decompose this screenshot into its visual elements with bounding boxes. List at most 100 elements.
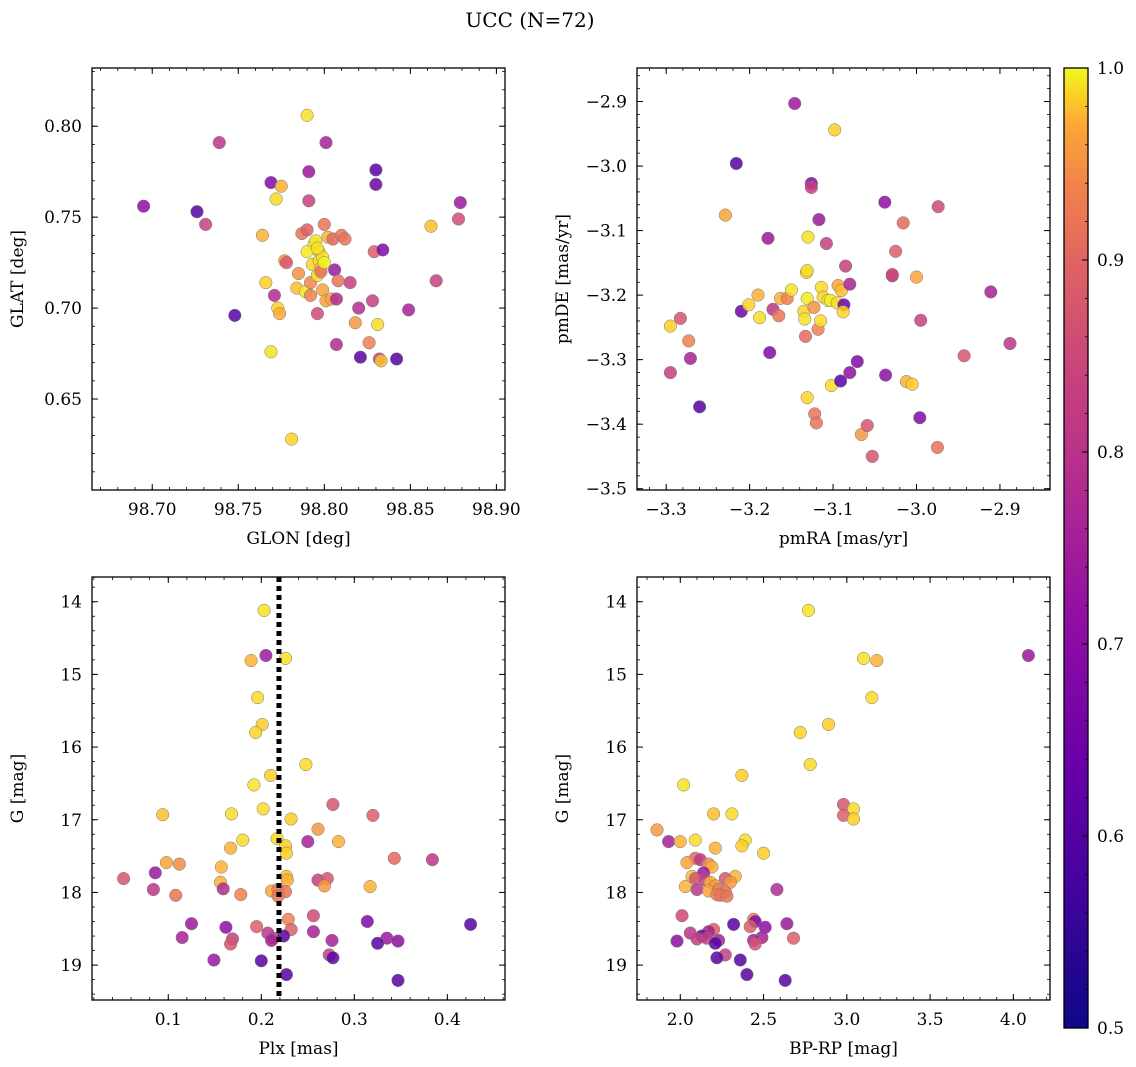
scatter-point: [259, 276, 273, 290]
y-tick-label: 14: [605, 593, 627, 613]
scatter-point: [199, 217, 213, 231]
scatter-point: [834, 374, 848, 388]
scatter-point: [798, 329, 813, 343]
scatter-point: [839, 259, 853, 273]
scatter-point: [338, 232, 352, 246]
y-tick-label: 17: [60, 811, 82, 831]
scatter-point: [184, 917, 199, 931]
scatter-point: [300, 223, 314, 237]
y-tick-label: 15: [60, 665, 82, 685]
scatter-point: [429, 274, 443, 288]
scatter-point: [390, 352, 404, 366]
scatter-point: [865, 691, 879, 705]
scatter-point: [236, 833, 250, 847]
scatter-point: [301, 835, 315, 849]
scatter-point: [259, 648, 273, 663]
scatter-point: [683, 351, 697, 365]
scatter-point: [257, 603, 271, 617]
scatter-point: [224, 807, 239, 821]
scatter-point: [274, 179, 288, 193]
scatter-point: [317, 879, 332, 893]
scatter-point: [761, 231, 775, 245]
figure-title: UCC (N=72): [465, 8, 594, 32]
scatter-point: [909, 270, 924, 284]
scatter-point: [284, 812, 298, 826]
y-tick-label: −3.1: [586, 222, 627, 242]
scatter-point: [673, 835, 687, 849]
scatter-point: [365, 294, 380, 308]
scatter-point: [360, 914, 374, 929]
scatter-point: [212, 136, 226, 150]
scatter-point: [306, 909, 320, 923]
y-tick-label: −3.0: [586, 157, 627, 177]
x-tick-label: 98.70: [128, 500, 177, 520]
y-tick-label: 0.80: [44, 117, 82, 137]
scatter-point: [402, 303, 416, 317]
y-tick-label: −3.3: [586, 351, 627, 371]
scatter-point: [310, 241, 324, 255]
scatter-point: [310, 307, 324, 321]
scatter-point: [803, 757, 817, 772]
x-tick-label: 0.4: [434, 1010, 461, 1030]
scatter-point: [424, 219, 438, 233]
scatter-point: [369, 177, 383, 191]
scatter-point: [172, 857, 186, 871]
scatter-point: [269, 192, 283, 206]
axes-frame: [91, 67, 506, 491]
scatter-point: [302, 165, 316, 179]
scatter-point: [812, 213, 826, 227]
scatter-point: [804, 180, 818, 194]
scatter-point: [451, 212, 466, 226]
scatter-point: [376, 243, 390, 257]
scatter-point: [291, 266, 306, 281]
scatter-point: [814, 314, 828, 328]
scatter-point: [984, 285, 998, 299]
scatter-point: [1003, 336, 1017, 351]
scatter-point: [306, 925, 320, 939]
scatter-point: [326, 951, 340, 965]
scatter-point: [190, 205, 204, 219]
scatter-point: [453, 196, 467, 210]
scatter-point: [302, 194, 316, 208]
scatter-point: [273, 307, 287, 321]
scatter-point: [329, 337, 343, 352]
scatter-point: [735, 768, 749, 782]
scatter-point: [690, 882, 704, 897]
scatter-point: [371, 936, 385, 950]
scatter-point: [285, 432, 299, 446]
pm-panel: −3.3 −3.2 −3.1 −3.0 −2.9 −3.5 −3.4 −3.3 −3.2 −3.1…: [553, 67, 1051, 549]
y-tick-label: 17: [605, 811, 627, 831]
scatter-point: [819, 236, 833, 251]
y-tick-label: 19: [605, 956, 627, 976]
scatter-point: [1021, 648, 1035, 663]
x-tick-label: 3.0: [833, 1010, 860, 1030]
y-axis-label: G [mag]: [8, 754, 28, 823]
scatter-point: [255, 228, 269, 242]
scatter-point: [464, 917, 478, 931]
scatter-point: [325, 933, 339, 947]
scatter-point: [913, 411, 927, 425]
scatter-point: [317, 217, 331, 231]
scatter-point: [753, 311, 767, 325]
y-tick-label: 18: [60, 883, 82, 903]
scatter-point: [352, 301, 366, 315]
scatter-point: [329, 292, 343, 306]
axes-frame: [636, 67, 1051, 491]
y-tick-label: −3.5: [586, 480, 627, 500]
scatter-point: [300, 108, 314, 122]
scatter-point: [843, 277, 857, 291]
x-tick-label: −2.9: [979, 500, 1020, 520]
scatter-point: [362, 336, 376, 350]
scatter-point: [878, 195, 892, 209]
y-tick-label: 19: [60, 956, 82, 976]
scatter-point: [742, 298, 756, 312]
scatter-point: [846, 812, 861, 826]
scatter-point: [957, 349, 971, 363]
scatter-point: [836, 305, 850, 319]
scatter-point: [371, 317, 385, 332]
y-tick-label: 0.65: [44, 390, 82, 410]
scatter-point: [207, 953, 221, 967]
scatter-point: [391, 934, 405, 948]
colorbar-tick-label: 0.7: [1097, 635, 1124, 655]
x-tick-label: 98.80: [300, 500, 349, 520]
